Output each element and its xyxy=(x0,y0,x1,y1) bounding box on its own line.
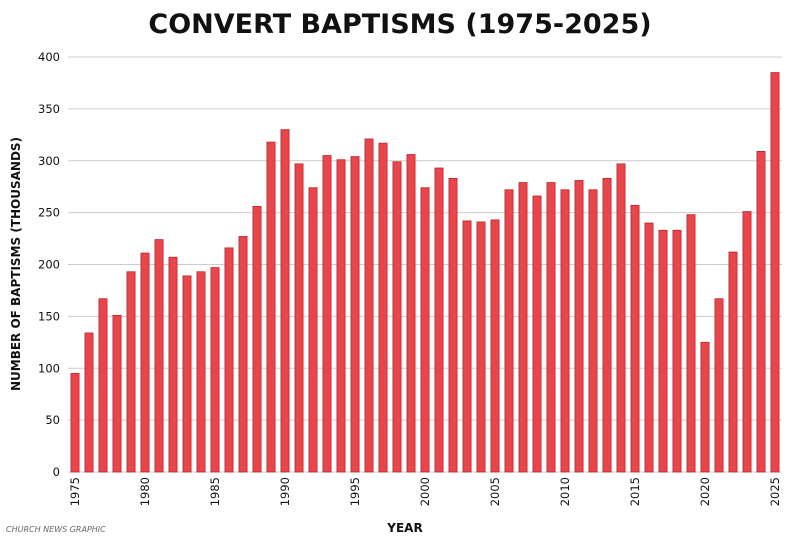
bar-2025 xyxy=(770,72,780,473)
bars xyxy=(70,72,780,473)
bar-1978 xyxy=(112,314,122,473)
bar-2006 xyxy=(504,189,514,473)
bar-1996 xyxy=(364,138,374,473)
x-tick-label: 2025 xyxy=(768,477,782,506)
bar-1993 xyxy=(322,155,332,473)
bar-2011 xyxy=(574,180,584,473)
bar-1991 xyxy=(294,163,304,473)
bar-2016 xyxy=(644,222,654,473)
bar-1976 xyxy=(84,332,94,473)
y-tick-label: 350 xyxy=(38,102,60,116)
bar-1986 xyxy=(224,247,234,473)
y-tick-label: 0 xyxy=(53,465,60,479)
y-axis-label: NUMBER OF BAPTISMS (THOUSANDS) xyxy=(9,137,23,391)
bar-1985 xyxy=(210,267,220,473)
bar-1975 xyxy=(70,373,80,473)
bar-2022 xyxy=(728,251,738,473)
bar-1988 xyxy=(252,205,262,473)
bar-1990 xyxy=(280,129,290,473)
bar-2004 xyxy=(476,221,486,473)
bar-2009 xyxy=(546,182,556,473)
bar-1981 xyxy=(154,239,164,473)
y-axis-ticks: 0 50 100 150 200 250 300 350 400 xyxy=(38,50,60,479)
bar-1992 xyxy=(308,187,318,473)
bar-2024 xyxy=(756,151,766,473)
x-tick-label: 2005 xyxy=(488,477,502,506)
bar-2012 xyxy=(588,189,598,473)
x-tick-label: 1980 xyxy=(138,477,152,506)
x-tick-label: 1990 xyxy=(278,477,292,506)
bar-1999 xyxy=(406,154,416,473)
y-tick-label: 250 xyxy=(38,206,60,220)
y-tick-label: 150 xyxy=(38,309,60,323)
bar-2010 xyxy=(560,189,570,473)
bar-2008 xyxy=(532,195,542,473)
bar-1977 xyxy=(98,298,108,473)
bar-2013 xyxy=(602,177,612,473)
y-tick-label: 400 xyxy=(38,50,60,64)
bar-1983 xyxy=(182,275,192,473)
bar-2014 xyxy=(616,163,626,473)
bar-2015 xyxy=(630,204,640,473)
bar-2021 xyxy=(714,298,724,473)
x-tick-label: 2010 xyxy=(558,477,572,506)
bar-1984 xyxy=(196,271,206,473)
x-axis-label: YEAR xyxy=(386,521,422,535)
bar-1994 xyxy=(336,159,346,473)
bar-1980 xyxy=(140,252,150,473)
x-tick-label: 1985 xyxy=(208,477,222,506)
bar-2005 xyxy=(490,219,500,473)
y-tick-label: 200 xyxy=(38,258,60,272)
bar-2019 xyxy=(686,214,696,473)
bar-2020 xyxy=(700,341,710,473)
y-tick-label: 50 xyxy=(45,413,60,427)
x-tick-label: 1995 xyxy=(348,477,362,506)
x-tick-label: 2000 xyxy=(418,477,432,506)
bar-2007 xyxy=(518,182,528,473)
bar-1989 xyxy=(266,141,276,473)
y-tick-label: 100 xyxy=(38,361,60,375)
x-tick-label: 2020 xyxy=(698,477,712,506)
x-tick-label: 1975 xyxy=(68,477,82,506)
bar-1995 xyxy=(350,156,360,473)
bar-1987 xyxy=(238,236,248,473)
bar-2001 xyxy=(434,167,444,473)
bar-2017 xyxy=(658,229,668,473)
bar-2002 xyxy=(448,177,458,473)
bar-1997 xyxy=(378,142,388,473)
y-tick-label: 300 xyxy=(38,154,60,168)
bar-2000 xyxy=(420,187,430,473)
x-tick-label: 2015 xyxy=(628,477,642,506)
credit-text: CHURCH NEWS GRAPHIC xyxy=(6,525,106,534)
bar-2003 xyxy=(462,220,472,473)
bar-2023 xyxy=(742,211,752,473)
chart-title: CONVERT BAPTISMS (1975-2025) xyxy=(148,9,651,40)
bar-1998 xyxy=(392,161,402,473)
bar-1982 xyxy=(168,256,178,473)
bar-2018 xyxy=(672,229,682,473)
bar-1979 xyxy=(126,271,136,473)
x-axis-ticks: 1975 1980 1985 1990 1995 2000 2005 2010 2015 2020… xyxy=(68,477,782,506)
